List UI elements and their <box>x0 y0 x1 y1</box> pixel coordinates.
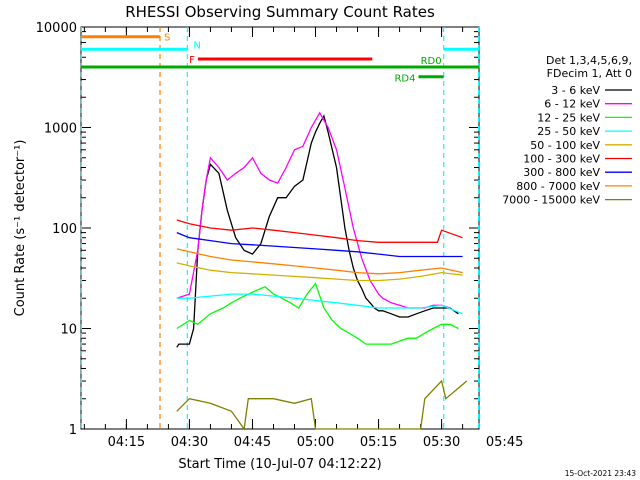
y-tick-labels: 1 10 100 1000 10000 <box>36 21 77 438</box>
series-line-6 <box>176 231 463 258</box>
axes-ticks <box>81 26 479 430</box>
x-tick-label: 05:30 <box>423 435 460 450</box>
series-line-1 <box>176 111 451 309</box>
y-tick-label: 100 <box>52 222 77 237</box>
legend-entry-label: 12 - 25 keV <box>537 111 600 124</box>
x-tick-label: 05:00 <box>297 435 334 450</box>
y-tick-label: 10 <box>60 323 77 338</box>
legend-entry-label: 800 - 7000 keV <box>516 180 600 193</box>
y-tick-label: 1 <box>69 423 77 438</box>
x-tick-label: 05:15 <box>360 435 397 450</box>
legend-entry-label: 25 - 50 keV <box>537 125 600 138</box>
state-bars: S NF RD0 RD4 <box>81 33 479 85</box>
legend-entry-label: 100 - 300 keV <box>523 153 600 166</box>
series-line-2 <box>176 282 459 345</box>
x-tick-labels: 04:15 04:30 04:45 05:00 05:15 05:30 05:45 <box>108 435 524 450</box>
series-line-3 <box>176 293 463 315</box>
legend-entry-label: 300 - 800 keV <box>523 166 600 179</box>
x-tick-label: 04:30 <box>171 435 208 450</box>
state-bar-label: N <box>193 40 200 51</box>
state-bar-label: S <box>164 33 170 44</box>
state-bar-label: F <box>189 55 195 66</box>
state-bar-label: RD0 <box>421 56 442 67</box>
plot-area: S NF RD0 RD4 <box>80 26 480 431</box>
series-line-7 <box>176 248 463 275</box>
legend-entry-label: 7000 - 15000 keV <box>502 194 600 207</box>
x-axis-label: Start Time (10-Jul-07 04:12:22) <box>178 457 381 472</box>
legend-entry-label: 50 - 100 keV <box>530 139 600 152</box>
y-tick-label: 10000 <box>36 21 77 36</box>
legend-header-line-1: Det 1,3,4,5,6,9, <box>546 54 632 67</box>
series-line-5 <box>176 219 463 243</box>
series-line-4 <box>176 262 463 282</box>
state-transition-lines <box>80 27 480 429</box>
state-bar-label: RD4 <box>394 74 415 85</box>
x-tick-label: 04:45 <box>234 435 271 450</box>
plot-frame <box>80 26 480 430</box>
legend-entry-label: 6 - 12 keV <box>544 98 600 111</box>
footer-date: 15-Oct-2021 23:43 <box>565 469 636 478</box>
series-line-8 <box>176 379 468 431</box>
legend-entry-label: 3 - 6 keV <box>551 84 600 97</box>
series-line-0 <box>176 114 459 348</box>
x-tick-label: 04:15 <box>108 435 145 450</box>
y-axis-label: Count Rate (s⁻¹ detector⁻¹) <box>13 140 28 317</box>
count-rate-series <box>176 111 468 431</box>
legend: Det 1,3,4,5,6,9, FDecim 1, Att 0 3 - 6 k… <box>502 54 632 207</box>
x-tick-label: 05:45 <box>486 435 523 450</box>
y-tick-label: 1000 <box>44 122 77 137</box>
chart-title: RHESSI Observing Summary Count Rates <box>125 3 435 21</box>
legend-header-line-2: FDecim 1, Att 0 <box>547 67 632 80</box>
